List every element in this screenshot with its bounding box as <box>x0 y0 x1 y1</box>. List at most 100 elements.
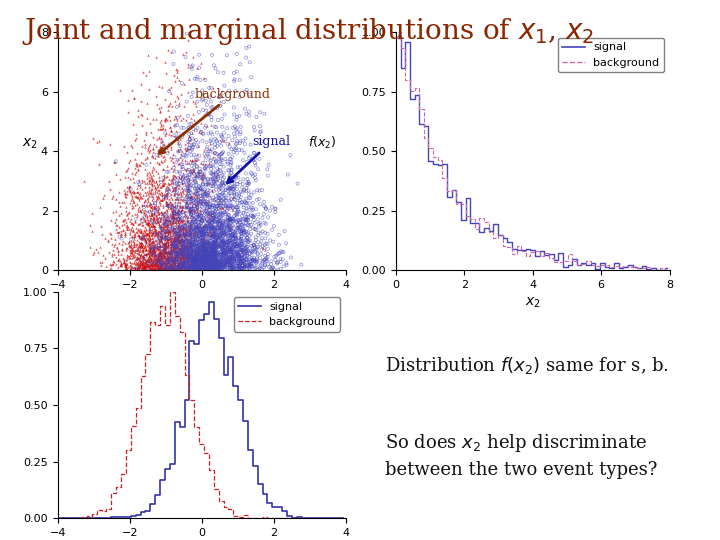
Point <box>220 195 231 204</box>
Point <box>240 243 251 252</box>
Point <box>120 202 132 211</box>
Point <box>229 265 240 273</box>
Point <box>176 216 188 225</box>
Point <box>185 205 197 214</box>
Point <box>194 255 205 264</box>
background <box>168 288 176 295</box>
Point <box>135 194 146 202</box>
Point <box>192 225 204 233</box>
Point <box>138 233 149 241</box>
Point <box>155 258 166 267</box>
Point <box>175 237 186 246</box>
Point <box>209 236 220 245</box>
Point <box>167 245 179 253</box>
Point <box>157 222 168 231</box>
Point <box>143 246 155 254</box>
Point <box>154 249 166 258</box>
Point <box>222 246 233 254</box>
Point <box>166 220 177 228</box>
Point <box>129 259 140 267</box>
Point <box>152 213 163 221</box>
Point <box>176 246 188 254</box>
Point <box>208 238 220 247</box>
Point <box>161 218 173 227</box>
Point <box>168 250 179 259</box>
Point <box>125 225 137 234</box>
Point <box>130 159 142 167</box>
Point <box>207 260 218 269</box>
Point <box>205 265 217 273</box>
Point <box>153 258 165 266</box>
Point <box>253 231 264 240</box>
Point <box>170 253 181 262</box>
Point <box>174 250 186 259</box>
Point <box>169 265 181 274</box>
Point <box>168 242 180 251</box>
Point <box>150 196 162 205</box>
Point <box>278 248 289 256</box>
Point <box>156 137 168 145</box>
Point <box>188 181 199 190</box>
Point <box>220 135 231 144</box>
Point <box>231 241 243 250</box>
Point <box>181 225 192 233</box>
Point <box>141 230 153 238</box>
Point <box>148 237 159 246</box>
Point <box>156 233 168 241</box>
Point <box>168 259 180 268</box>
Point <box>152 265 163 274</box>
Point <box>138 198 150 206</box>
Point <box>198 265 210 274</box>
Point <box>240 44 252 52</box>
Point <box>222 214 233 222</box>
Point <box>235 228 247 237</box>
Point <box>170 225 181 233</box>
Point <box>158 244 170 252</box>
Point <box>197 252 209 260</box>
Point <box>152 218 163 227</box>
Point <box>218 82 230 90</box>
Point <box>197 192 208 201</box>
Point <box>134 242 145 251</box>
Point <box>153 81 165 90</box>
Point <box>219 239 230 248</box>
Point <box>178 263 189 272</box>
Point <box>217 239 229 247</box>
Point <box>215 250 227 259</box>
Point <box>219 260 230 269</box>
Point <box>179 257 190 266</box>
signal <box>202 311 211 318</box>
Point <box>203 224 215 233</box>
Point <box>156 265 167 273</box>
Point <box>202 202 213 211</box>
Point <box>204 253 215 262</box>
Point <box>165 264 176 273</box>
Point <box>240 247 252 256</box>
Point <box>179 219 191 228</box>
Point <box>140 230 151 238</box>
Point <box>203 256 215 265</box>
Point <box>165 200 176 209</box>
Point <box>225 240 236 249</box>
Point <box>168 256 180 265</box>
Point <box>145 171 157 180</box>
Point <box>166 221 177 230</box>
Point <box>250 161 261 170</box>
Point <box>225 215 236 224</box>
Point <box>158 247 170 256</box>
Point <box>168 233 180 241</box>
Point <box>181 242 193 251</box>
Point <box>136 176 148 185</box>
Point <box>248 212 260 221</box>
Point <box>138 262 150 271</box>
Point <box>172 253 184 261</box>
Point <box>141 214 153 223</box>
Point <box>209 232 220 240</box>
Point <box>146 228 158 237</box>
Point <box>231 242 243 251</box>
Point <box>186 256 197 265</box>
Point <box>138 231 150 240</box>
Point <box>190 260 202 269</box>
Point <box>168 259 180 268</box>
Point <box>207 250 219 259</box>
